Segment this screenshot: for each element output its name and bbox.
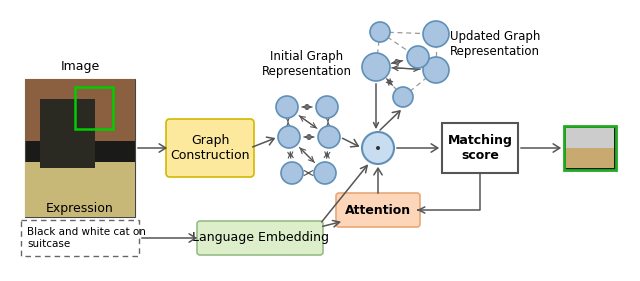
Ellipse shape bbox=[276, 96, 298, 118]
Text: Initial Graph
Representation: Initial Graph Representation bbox=[262, 50, 352, 78]
Bar bbox=[25, 79, 135, 141]
Text: Image: Image bbox=[60, 60, 100, 73]
Ellipse shape bbox=[362, 53, 390, 81]
Bar bbox=[566, 128, 614, 152]
FancyBboxPatch shape bbox=[336, 193, 420, 227]
Ellipse shape bbox=[281, 162, 303, 184]
Bar bbox=[566, 148, 614, 168]
Text: Graph
Construction: Graph Construction bbox=[170, 134, 250, 162]
Ellipse shape bbox=[423, 21, 449, 47]
Ellipse shape bbox=[370, 22, 390, 42]
Bar bbox=[25, 79, 135, 217]
Ellipse shape bbox=[318, 126, 340, 148]
Text: Matching
score: Matching score bbox=[447, 134, 513, 162]
Ellipse shape bbox=[407, 46, 429, 68]
Bar bbox=[25, 162, 135, 217]
Text: Black and white cat on
suitcase: Black and white cat on suitcase bbox=[27, 227, 146, 249]
Ellipse shape bbox=[393, 87, 413, 107]
FancyBboxPatch shape bbox=[197, 221, 323, 255]
Ellipse shape bbox=[278, 126, 300, 148]
Bar bbox=[564, 126, 616, 170]
Text: Attention: Attention bbox=[345, 203, 411, 216]
Ellipse shape bbox=[376, 146, 380, 150]
Bar bbox=[40, 99, 95, 168]
Ellipse shape bbox=[314, 162, 336, 184]
Bar bbox=[442, 123, 518, 173]
Bar bbox=[21, 220, 139, 256]
Ellipse shape bbox=[316, 96, 338, 118]
Ellipse shape bbox=[423, 57, 449, 83]
Text: Language Embedding: Language Embedding bbox=[191, 232, 328, 244]
Text: Updated Graph
Representation: Updated Graph Representation bbox=[450, 30, 540, 58]
Bar bbox=[75, 87, 113, 129]
Ellipse shape bbox=[362, 132, 394, 164]
FancyBboxPatch shape bbox=[166, 119, 254, 177]
Text: Expression: Expression bbox=[46, 202, 114, 215]
